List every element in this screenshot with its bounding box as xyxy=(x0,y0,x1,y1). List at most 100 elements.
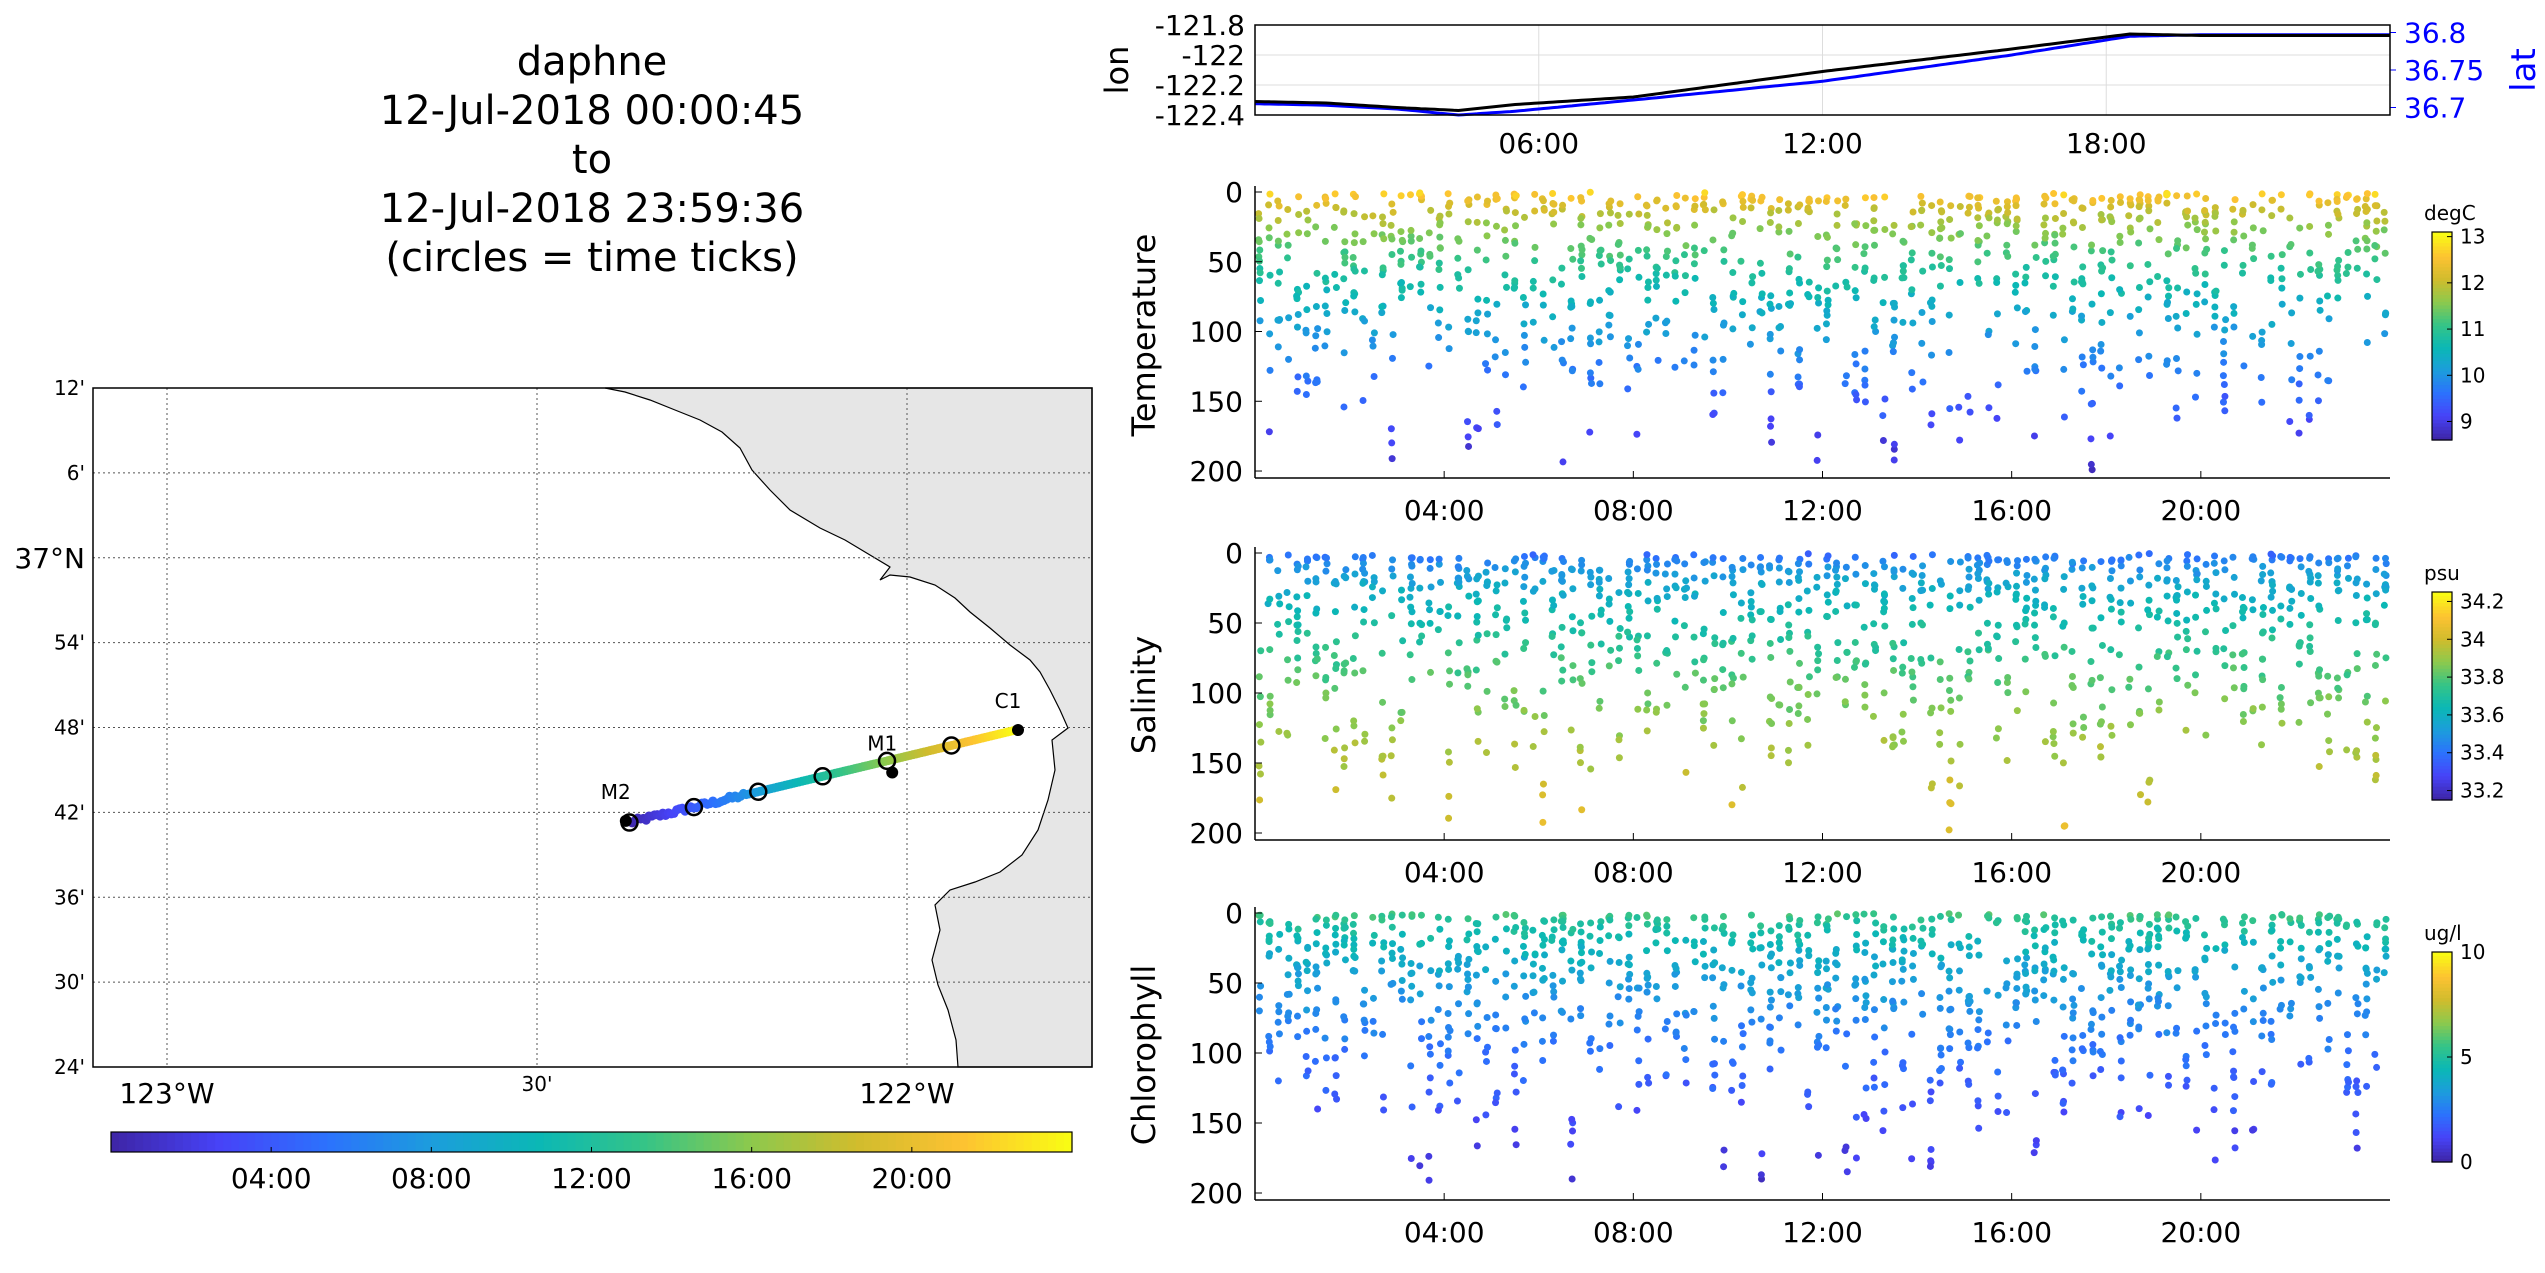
data-point xyxy=(1822,336,1830,344)
data-point xyxy=(1870,241,1878,249)
data-point xyxy=(1257,647,1265,655)
colorbar-segment xyxy=(2432,720,2452,725)
data-point xyxy=(1284,241,1292,249)
data-point xyxy=(1711,675,1719,683)
data-point xyxy=(2201,1041,2209,1049)
data-point xyxy=(1294,621,1302,629)
colorbar-segment xyxy=(2432,709,2452,714)
data-point xyxy=(1908,286,1916,294)
data-point xyxy=(1653,916,1661,924)
data-point xyxy=(1472,1116,1480,1124)
data-point xyxy=(1729,214,1737,222)
data-point xyxy=(2154,273,2162,281)
map-land xyxy=(604,387,1093,1068)
colorbar-units-label: ug/l xyxy=(2424,921,2462,945)
data-point xyxy=(2146,930,2154,938)
data-point xyxy=(1548,567,1556,575)
data-point xyxy=(1540,935,1548,943)
data-point xyxy=(1350,239,1358,247)
map-colorbar-segment xyxy=(207,1132,216,1152)
data-point xyxy=(1369,1017,1377,1025)
data-point xyxy=(1870,971,1878,979)
data-point xyxy=(1860,1111,1868,1119)
data-point xyxy=(1397,228,1405,236)
data-point xyxy=(1919,940,1927,948)
data-point xyxy=(1472,329,1480,337)
map-colorbar-segment xyxy=(591,1132,601,1152)
data-point xyxy=(2098,928,2106,936)
data-point xyxy=(1795,595,1803,603)
colorbar-segment xyxy=(2432,668,2452,673)
map-colorbar-segment xyxy=(511,1132,521,1152)
data-point xyxy=(2231,1009,2239,1017)
data-point xyxy=(2173,984,2181,992)
data-point xyxy=(2069,305,2077,313)
data-point xyxy=(1710,1014,1718,1022)
data-point xyxy=(2163,592,2171,600)
data-point xyxy=(1860,250,1868,258)
data-point xyxy=(2191,689,2199,697)
data-point xyxy=(1690,260,1698,268)
data-point xyxy=(2239,710,2247,718)
data-point xyxy=(2003,957,2011,965)
data-point xyxy=(1596,937,1604,945)
data-point xyxy=(1519,942,1527,950)
data-point xyxy=(1644,597,1652,605)
data-point xyxy=(1672,257,1680,265)
data-point xyxy=(1436,1061,1444,1069)
data-point xyxy=(1588,948,1596,956)
data-point xyxy=(1974,937,1982,945)
data-point xyxy=(1332,924,1340,932)
data-point xyxy=(1947,916,1955,924)
data-point xyxy=(2174,583,2182,591)
data-point xyxy=(1983,232,1991,240)
data-point xyxy=(1814,984,1822,992)
colorbar-segment xyxy=(2432,598,2452,603)
data-point xyxy=(1663,922,1671,930)
data-point xyxy=(1975,1008,1983,1016)
colorbar-segment xyxy=(2432,976,2452,981)
data-point xyxy=(2023,594,2031,602)
data-point xyxy=(1947,202,1955,210)
colorbar-segment xyxy=(2432,973,2452,978)
data-point xyxy=(1974,1026,1982,1034)
data-point xyxy=(1747,204,1755,212)
data-point xyxy=(2288,309,2296,317)
data-point xyxy=(1890,925,1898,933)
data-point xyxy=(2315,197,2323,205)
data-point xyxy=(1927,1145,1935,1153)
data-point xyxy=(1823,591,1831,599)
data-point xyxy=(1578,561,1586,569)
data-point xyxy=(2230,303,2238,311)
data-point xyxy=(2136,946,2144,954)
data-point xyxy=(1784,206,1792,214)
data-point xyxy=(1796,356,1804,364)
data-point xyxy=(2164,1002,2172,1010)
data-point xyxy=(2201,954,2209,962)
data-point xyxy=(1899,1059,1907,1067)
data-point xyxy=(1595,592,1603,600)
data-point xyxy=(1557,654,1565,662)
data-point xyxy=(2324,951,2332,959)
data-point xyxy=(2192,300,2200,308)
data-point xyxy=(1464,327,1472,335)
station-marker xyxy=(1012,724,1024,737)
data-point xyxy=(1710,1060,1718,1068)
data-point xyxy=(1398,286,1406,294)
data-point xyxy=(2305,567,2313,575)
data-point xyxy=(1644,689,1652,697)
data-point xyxy=(2371,734,2379,742)
data-point xyxy=(1520,213,1528,221)
data-point xyxy=(1710,946,1718,954)
colorbar-segment xyxy=(2432,786,2452,791)
data-point xyxy=(1596,296,1604,304)
x-tick-label: 12:00 xyxy=(1782,856,1863,889)
data-point xyxy=(1587,964,1595,972)
data-point xyxy=(1841,675,1849,683)
data-point xyxy=(1340,941,1348,949)
data-point xyxy=(2258,398,2266,406)
data-point xyxy=(1501,371,1509,379)
data-point xyxy=(2068,565,2076,573)
data-point xyxy=(1748,989,1756,997)
data-point xyxy=(2380,226,2388,234)
